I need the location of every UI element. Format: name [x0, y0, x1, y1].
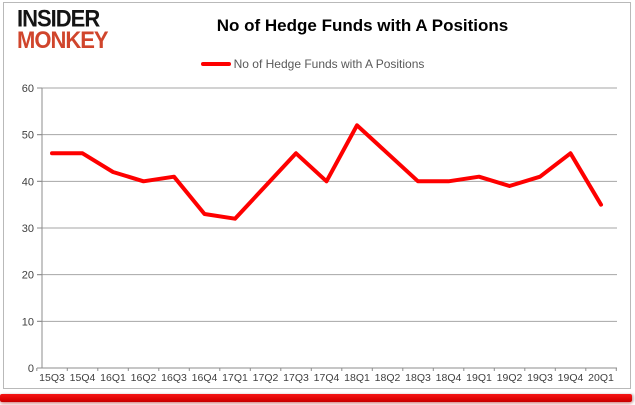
gridlines — [37, 87, 617, 322]
x-tick-label-19Q1: 19Q1 — [466, 372, 492, 384]
x-tick-label-15Q4: 15Q4 — [70, 372, 96, 384]
chart-title: No of Hedge Funds with A Positions — [216, 16, 509, 35]
x-tick-label-17Q4: 17Q4 — [314, 372, 340, 384]
x-tick-label-16Q2: 16Q2 — [131, 372, 157, 384]
x-tick-label-20Q1: 20Q1 — [588, 372, 614, 384]
x-tick-label-18Q1: 18Q1 — [344, 372, 370, 384]
x-tick-label-19Q4: 19Q4 — [558, 372, 584, 384]
x-tick-label-16Q1: 16Q1 — [100, 372, 126, 384]
x-tick-label-19Q2: 19Q2 — [497, 372, 523, 384]
insider-monkey-logo: INSIDER MONKEY — [17, 4, 109, 54]
x-tick-label-17Q1: 17Q1 — [222, 372, 248, 384]
y-tick-label-0: 0 — [28, 363, 34, 375]
y-axis-tick-labels: 0 10 20 30 40 50 60 — [22, 83, 34, 375]
y-tick-label-20: 20 — [22, 270, 34, 282]
legend-label: No of Hedge Funds with A Positions — [233, 57, 425, 71]
x-tick-label-18Q2: 18Q2 — [375, 372, 401, 384]
x-tick-label-17Q2: 17Q2 — [253, 372, 279, 384]
x-tick-label-18Q3: 18Q3 — [405, 372, 431, 384]
chart-panel — [3, 2, 631, 389]
series-lines — [50, 123, 603, 221]
x-tick-label-15Q3: 15Q3 — [39, 372, 65, 384]
x-tick-label-18Q4: 18Q4 — [436, 372, 462, 384]
y-tick-label-30: 30 — [22, 223, 34, 235]
axes — [36, 87, 617, 371]
y-tick-label-10: 10 — [22, 316, 34, 328]
y-tick-label-40: 40 — [22, 176, 34, 188]
legend: No of Hedge Funds with A Positions — [0, 57, 625, 71]
y-tick-label-60: 60 — [22, 83, 34, 95]
x-tick-label-16Q4: 16Q4 — [192, 372, 218, 384]
bottom-brand-bar — [0, 394, 632, 402]
legend-line-swatch — [200, 62, 231, 66]
x-tick-label-16Q3: 16Q3 — [161, 372, 187, 384]
x-axis-tick-labels: 15Q3 15Q4 16Q1 16Q2 16Q3 16Q4 17Q1 17Q2 17Q3 17Q4… — [39, 372, 614, 384]
x-tick-label-19Q3: 19Q3 — [527, 372, 553, 384]
series-line — [50, 123, 603, 221]
x-tick-label-17Q3: 17Q3 — [283, 372, 309, 384]
y-tick-label-50: 50 — [22, 130, 34, 142]
logo-line-insider: INSIDER — [17, 4, 100, 32]
logo-line-monkey: MONKEY — [17, 26, 109, 54]
